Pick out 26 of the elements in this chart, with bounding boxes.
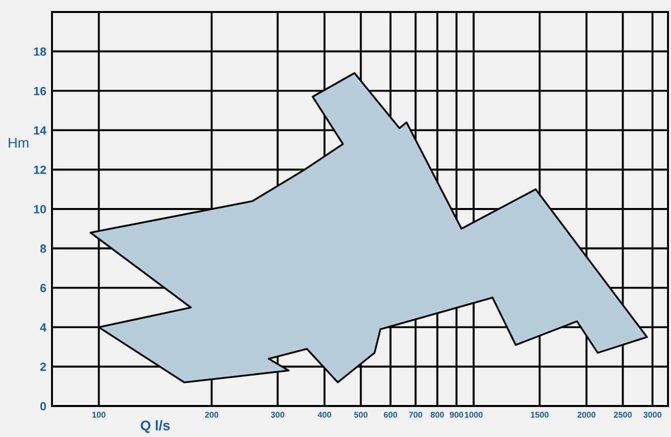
y-tick-label: 0 bbox=[40, 402, 46, 410]
y-tick-label: 10 bbox=[34, 205, 46, 214]
x-tick-label: 700 bbox=[408, 412, 422, 418]
x-tick-label: 3000 bbox=[643, 412, 662, 418]
x-tick-label: 400 bbox=[318, 412, 332, 418]
y-axis-title: Hm bbox=[8, 138, 28, 148]
x-tick-label: 300 bbox=[270, 412, 284, 418]
y-tick-label: 14 bbox=[34, 126, 46, 134]
y-tick-label: 16 bbox=[34, 86, 46, 96]
x-tick-label: 1500 bbox=[530, 412, 549, 418]
y-tick-label: 2 bbox=[40, 362, 46, 371]
x-tick-label: 200 bbox=[205, 412, 218, 418]
x-axis-title: Q l/s bbox=[140, 420, 170, 433]
x-tick-label: 1000 bbox=[464, 412, 483, 418]
x-tick-label: 900 bbox=[450, 412, 464, 418]
y-tick-label: 8 bbox=[40, 244, 46, 253]
x-tick-label: 2500 bbox=[614, 412, 632, 418]
x-tick-label: 800 bbox=[430, 412, 444, 418]
x-tick-label: 500 bbox=[354, 412, 368, 418]
x-tick-label: 600 bbox=[384, 412, 398, 418]
y-tick-label: 4 bbox=[40, 323, 46, 332]
y-tick-label: 12 bbox=[34, 166, 46, 174]
y-tick-label: 6 bbox=[40, 284, 46, 292]
x-tick-label: 2000 bbox=[578, 412, 596, 418]
x-tick-label: 100 bbox=[92, 412, 106, 418]
y-tick-label: 18 bbox=[34, 47, 46, 56]
